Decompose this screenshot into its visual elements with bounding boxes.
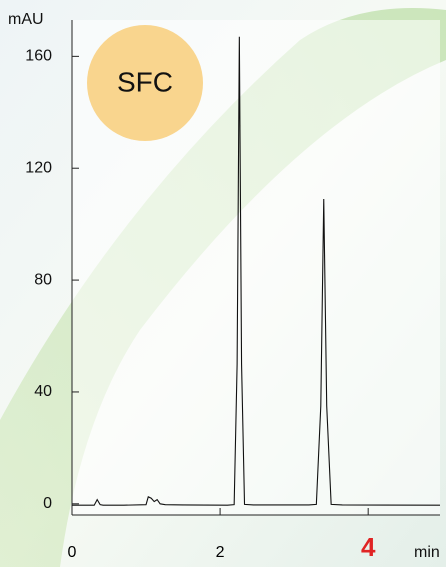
y-axis-label: mAU (8, 11, 44, 28)
y-tick-label: 160 (25, 48, 52, 65)
annotation-circle (87, 25, 203, 141)
trace (72, 36, 441, 506)
x-tick-label: 4 (361, 532, 376, 562)
x-tick-label: 0 (68, 544, 77, 561)
x-tick-label: 2 (216, 544, 225, 561)
y-tick-label: 40 (34, 383, 52, 400)
y-tick-label: 80 (34, 271, 52, 288)
x-axis-label: min (414, 544, 440, 561)
y-tick-label: 0 (43, 495, 52, 512)
annotation: SFC (117, 66, 173, 97)
y-tick-label: 120 (25, 159, 52, 176)
